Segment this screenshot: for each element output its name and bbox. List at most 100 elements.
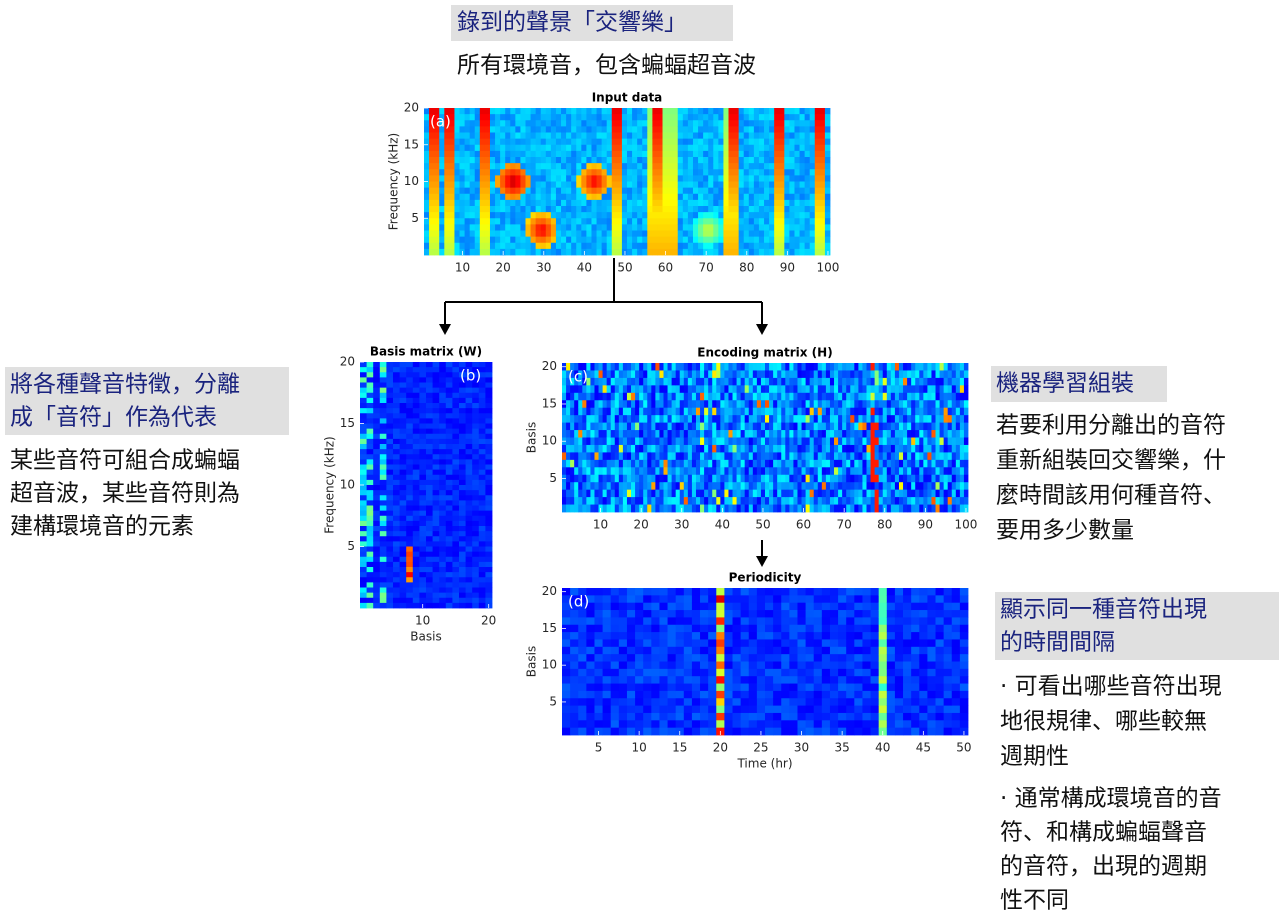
heatmap-cell xyxy=(619,378,623,386)
heatmap-cell xyxy=(785,467,789,475)
heatmap-cell xyxy=(386,521,393,527)
heatmap-cell xyxy=(490,206,495,213)
heatmap-cell xyxy=(718,218,723,225)
heatmap-cell xyxy=(668,163,673,170)
heatmap-cell xyxy=(858,438,862,446)
heatmap-cell xyxy=(651,430,655,438)
heatmap-cell xyxy=(729,151,734,158)
heatmap-cell xyxy=(683,212,688,219)
heatmap-cell xyxy=(642,114,647,121)
heatmap-cell xyxy=(472,552,479,558)
heatmap-cell xyxy=(615,467,619,475)
heatmap-cell xyxy=(607,243,612,250)
heatmap-cell xyxy=(895,445,899,453)
heatmap-cell xyxy=(712,400,716,408)
heatmap-cell xyxy=(842,460,846,468)
heatmap-cell xyxy=(842,370,846,378)
heatmap-cell xyxy=(810,114,815,121)
heatmap-cell xyxy=(576,182,581,189)
heatmap-cell xyxy=(635,475,639,483)
heatmap-cell xyxy=(459,485,466,491)
heatmap-cell xyxy=(797,445,801,453)
heatmap-cell xyxy=(433,449,440,455)
heatmap-cell xyxy=(794,200,799,207)
heatmap-cell xyxy=(444,151,449,158)
heatmap-cell xyxy=(541,212,546,219)
heatmap-cell xyxy=(761,363,765,371)
heatmap-cell xyxy=(373,454,380,460)
heatmap-cell xyxy=(777,408,781,416)
heatmap-cell xyxy=(688,497,692,505)
heatmap-cell xyxy=(590,423,594,431)
heatmap-cell xyxy=(426,372,433,378)
heatmap-cell xyxy=(879,460,883,468)
heatmap-cell xyxy=(854,505,858,513)
heatmap-cell xyxy=(531,194,536,201)
heatmap-cell xyxy=(724,438,728,446)
heatmap-cell xyxy=(759,169,764,176)
heatmap-cell xyxy=(591,120,596,127)
heatmap-cell xyxy=(764,175,769,182)
heatmap-cell xyxy=(794,224,799,231)
heatmap-cell xyxy=(854,370,858,378)
heatmap-cell xyxy=(729,231,734,238)
heatmap-cell xyxy=(948,423,952,431)
heatmap-cell xyxy=(940,400,944,408)
heatmap-cell xyxy=(360,582,367,588)
heatmap-cell xyxy=(615,393,619,401)
heatmap-cell xyxy=(698,182,703,189)
heatmap-cell xyxy=(611,490,615,498)
heatmap-cell xyxy=(419,383,426,389)
heatmap-cell xyxy=(622,120,627,127)
heatmap-cell xyxy=(627,385,631,393)
heatmap-cell xyxy=(744,231,749,238)
heatmap-cell xyxy=(367,424,374,430)
heatmap-cell xyxy=(834,423,838,431)
heatmap-cell xyxy=(793,430,797,438)
heatmap-cell xyxy=(723,120,728,127)
heatmap-cell xyxy=(668,460,672,468)
x-tick-label: 60 xyxy=(796,518,811,532)
heatmap-cell xyxy=(623,378,627,386)
heatmap-cell xyxy=(520,120,525,127)
heatmap-cell xyxy=(708,505,712,513)
heatmap-cell xyxy=(749,169,754,176)
heatmap-cell xyxy=(729,237,734,244)
heatmap-cell xyxy=(948,445,952,453)
heatmap-cell xyxy=(940,378,944,386)
heatmap-cell xyxy=(915,370,919,378)
heatmap-cell xyxy=(729,218,734,225)
heatmap-cell xyxy=(915,385,919,393)
heatmap-cell xyxy=(439,388,446,394)
heatmap-cell xyxy=(426,598,433,604)
heatmap-cell xyxy=(793,370,797,378)
heatmap-cell xyxy=(668,408,672,416)
heatmap-cell xyxy=(761,423,765,431)
heatmap-cell xyxy=(439,393,446,399)
heatmap-cell xyxy=(805,126,810,133)
heatmap-cell xyxy=(617,200,622,207)
heatmap-cell xyxy=(850,505,854,513)
heatmap-cell xyxy=(599,385,603,393)
heatmap-cell xyxy=(875,482,879,490)
heatmap-cell xyxy=(875,370,879,378)
heatmap-cell xyxy=(360,490,367,496)
heatmap-cell xyxy=(838,460,842,468)
heatmap-cell xyxy=(490,182,495,189)
heatmap-cell xyxy=(393,444,400,450)
heatmap-cell xyxy=(744,194,749,201)
heatmap-cell xyxy=(566,497,570,505)
heatmap-cell xyxy=(622,157,627,164)
heatmap-cell xyxy=(749,145,754,152)
heatmap-cell xyxy=(927,505,931,513)
heatmap-cell xyxy=(789,460,793,468)
heatmap-cell xyxy=(673,194,678,201)
heatmap-cell xyxy=(749,151,754,158)
heatmap-cell xyxy=(444,200,449,207)
heatmap-cell xyxy=(683,182,688,189)
heatmap-cell xyxy=(815,243,820,250)
heatmap-cell xyxy=(485,577,492,583)
heatmap-cell xyxy=(386,577,393,583)
heatmap-cell xyxy=(367,526,374,532)
heatmap-cell xyxy=(820,218,825,225)
